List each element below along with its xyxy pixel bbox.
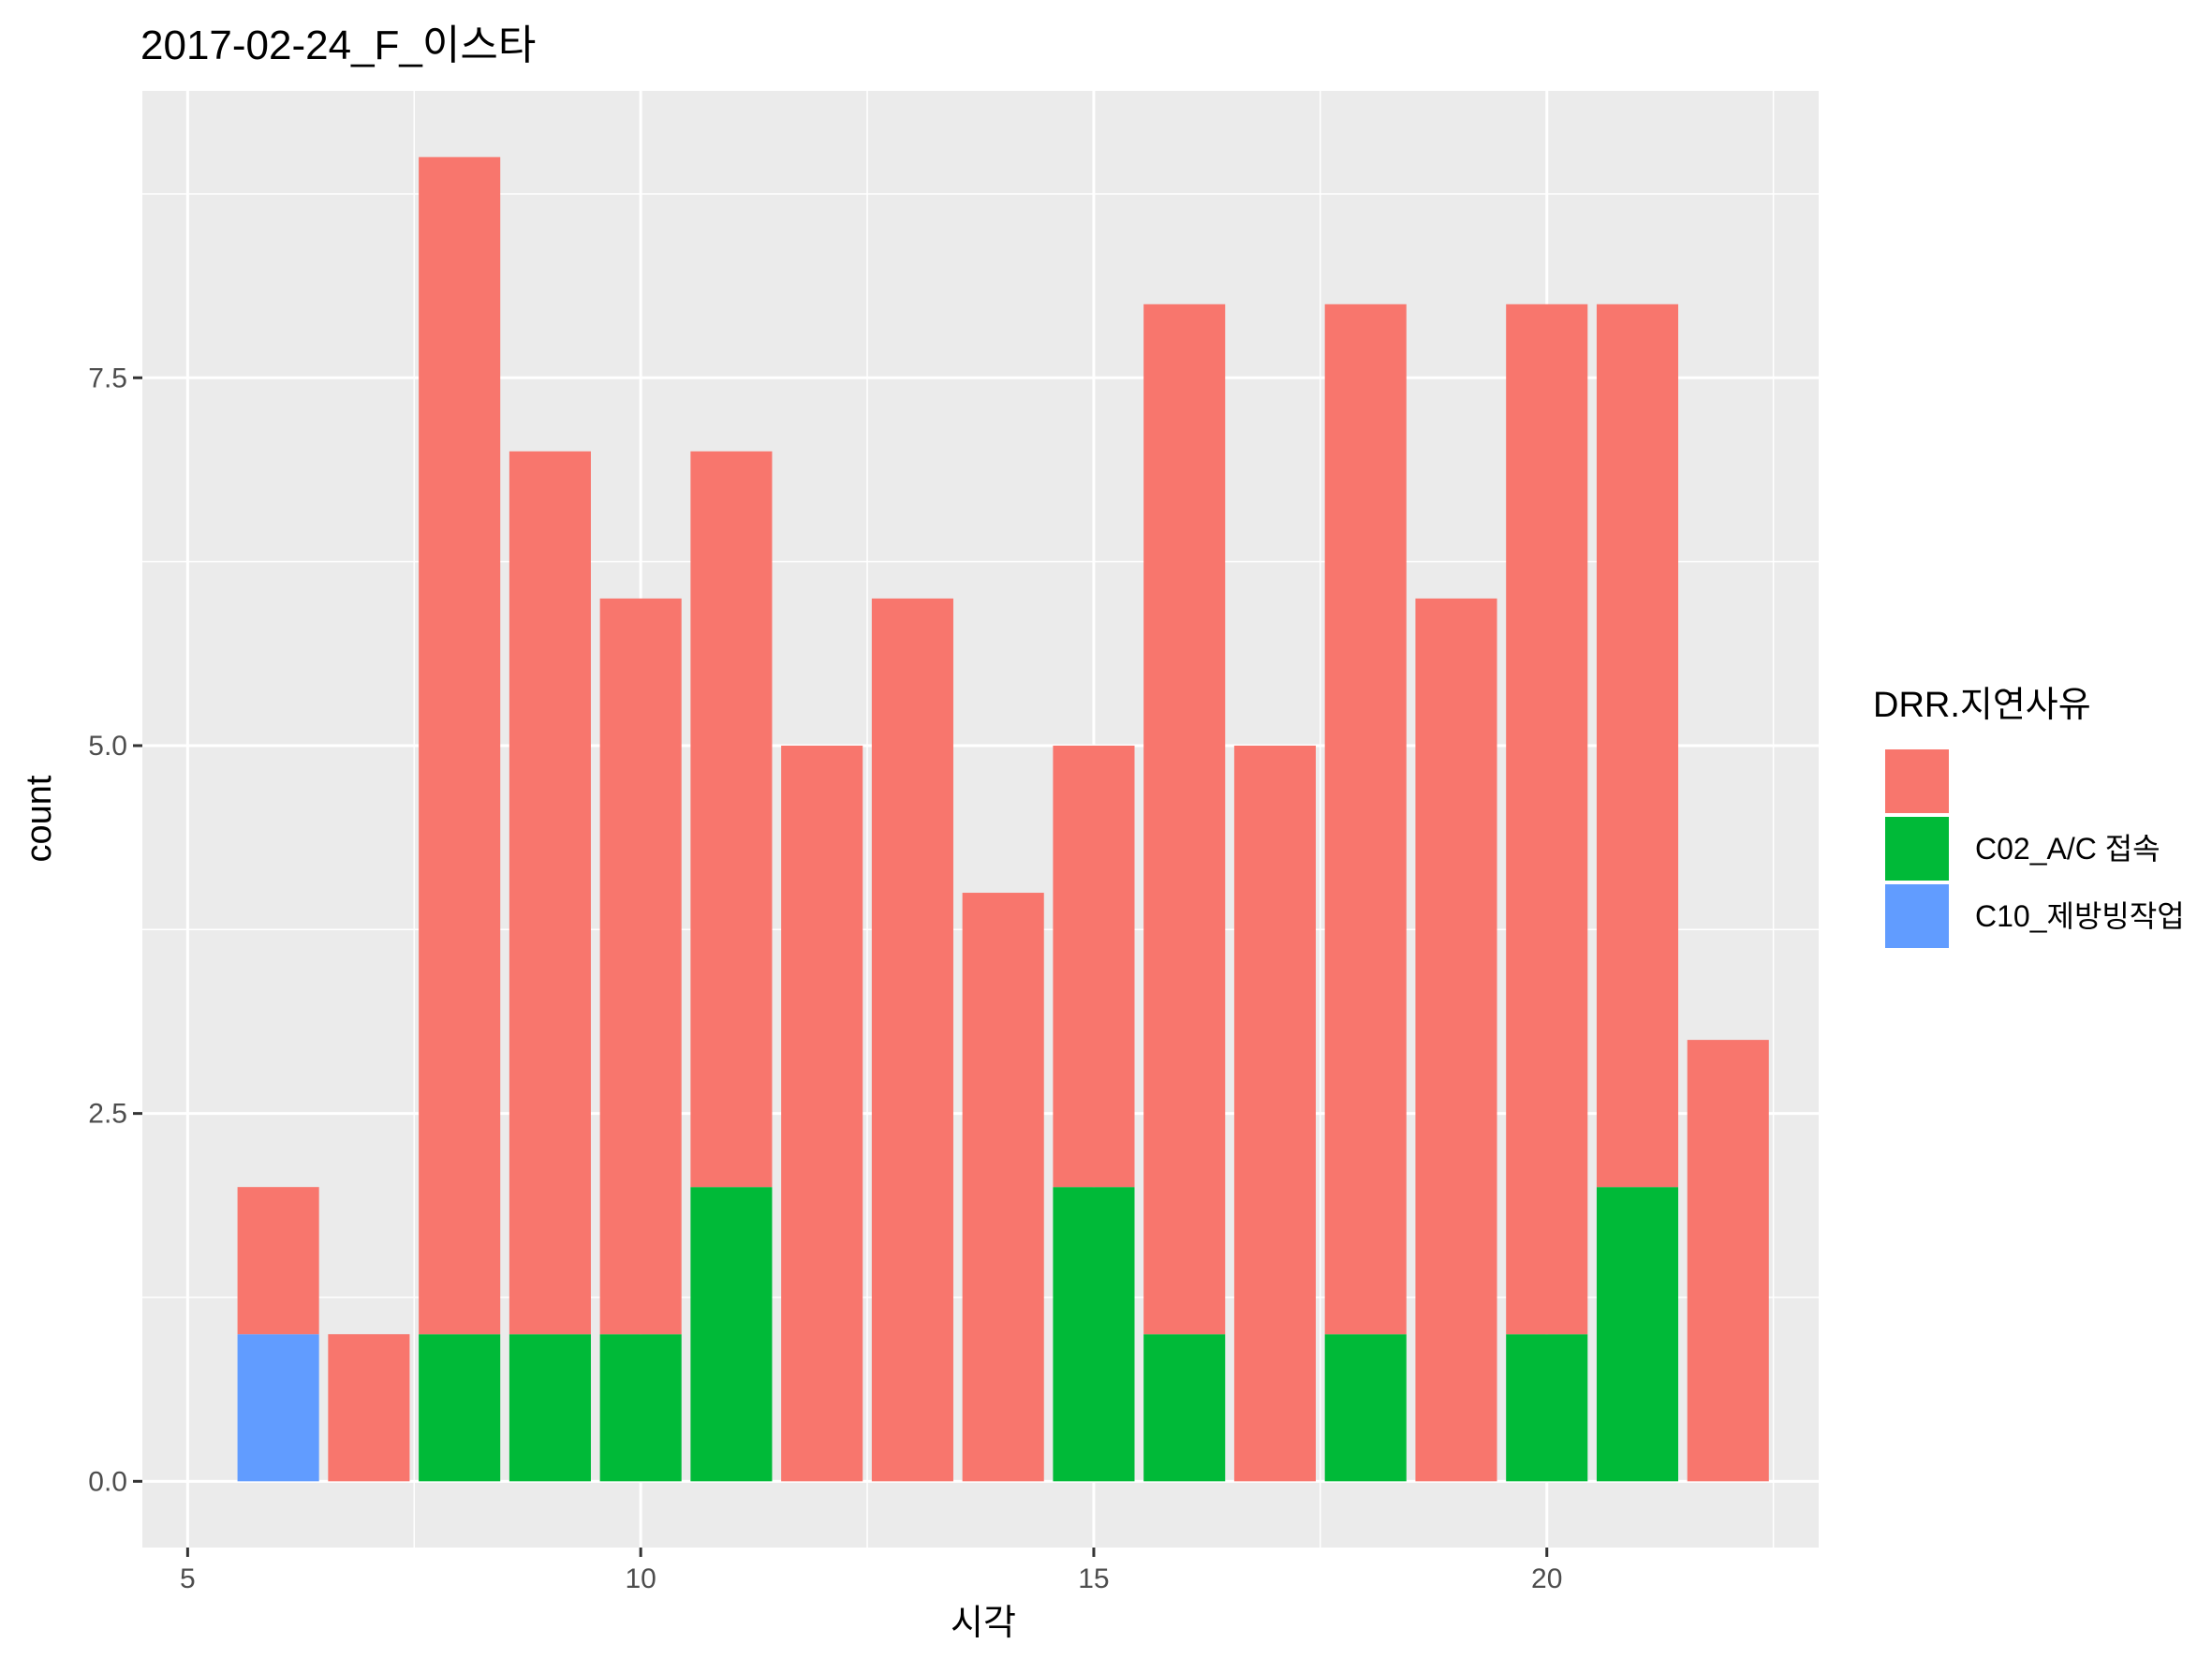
- bar-segment-x11-blank: [690, 451, 773, 1188]
- bar-segment-x7-blank: [328, 1334, 410, 1482]
- bar-segment-x15-blank: [1053, 745, 1135, 1188]
- y-tick-label: 5.0: [88, 731, 127, 762]
- x-axis: 5 10 15 20: [180, 1548, 1562, 1594]
- bar-segment-x21-blank: [1596, 304, 1679, 1188]
- x-tick-label: 15: [1078, 1563, 1109, 1594]
- bars: [237, 156, 1769, 1482]
- legend-key-2: [1885, 817, 1949, 881]
- bar-segment-x19-blank: [1415, 598, 1497, 1482]
- bar-segment-x10-blank: [599, 598, 682, 1335]
- y-axis-title: count: [20, 775, 59, 862]
- bar-segment-x9-C02_A/C 접속: [509, 1334, 591, 1482]
- bar-segment-x15-C02_A/C 접속: [1053, 1187, 1135, 1482]
- y-tick-label: 0.0: [88, 1466, 127, 1497]
- y-tick-label: 2.5: [88, 1099, 127, 1130]
- bar-segment-x16-blank: [1143, 304, 1226, 1335]
- legend: DRR.지연사유 C02_A/C 접속 C10_제방빙작업: [1873, 686, 2185, 948]
- bar-segment-x20-blank: [1506, 304, 1588, 1335]
- bar-segment-x20-C02_A/C 접속: [1506, 1334, 1588, 1482]
- y-tick-label: 7.5: [88, 363, 127, 393]
- legend-key-1: [1885, 749, 1949, 813]
- bar-segment-x8-blank: [419, 156, 501, 1335]
- legend-key-3: [1885, 884, 1949, 948]
- bar-segment-x21-C02_A/C 접속: [1596, 1187, 1679, 1482]
- bar-segment-x10-C02_A/C 접속: [599, 1334, 682, 1482]
- x-tick-label: 20: [1531, 1563, 1562, 1594]
- bar-segment-x6-C10_제방빙작업: [237, 1334, 319, 1482]
- x-axis-title: 시각: [951, 1604, 1016, 1643]
- x-tick-label: 5: [180, 1563, 196, 1594]
- bar-segment-x17-blank: [1233, 745, 1316, 1482]
- bar-segment-x18-blank: [1324, 304, 1407, 1335]
- bar-segment-x12-blank: [781, 745, 863, 1482]
- legend-label-2: C02_A/C 접속: [1975, 832, 2160, 866]
- legend-label-3: C10_제방빙작업: [1975, 899, 2185, 933]
- bar-segment-x9-blank: [509, 451, 591, 1335]
- bar-segment-x18-C02_A/C 접속: [1324, 1334, 1407, 1482]
- bar-segment-x8-C02_A/C 접속: [419, 1334, 501, 1482]
- y-axis: 0.0 2.5 5.0 7.5: [88, 363, 142, 1497]
- chart-title: 2017-02-24_F_이스타: [140, 22, 536, 68]
- legend-title: DRR.지연사유: [1873, 686, 2091, 725]
- bar-segment-x16-C02_A/C 접속: [1143, 1334, 1226, 1482]
- bar-segment-x11-C02_A/C 접속: [690, 1187, 773, 1482]
- bar-segment-x6-blank: [237, 1187, 319, 1335]
- bar-segment-x14-blank: [962, 893, 1044, 1482]
- x-tick-label: 10: [625, 1563, 656, 1594]
- bar-segment-x13-blank: [871, 598, 953, 1482]
- bar-segment-x22-blank: [1687, 1040, 1769, 1482]
